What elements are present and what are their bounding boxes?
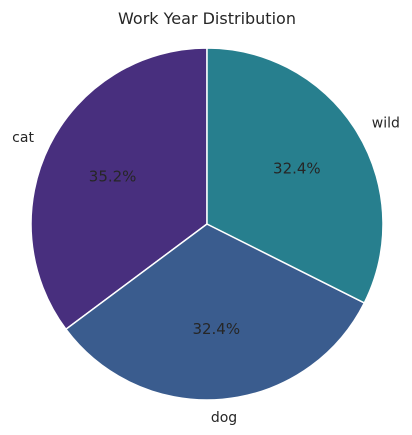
chart-title: Work Year Distribution [118,9,296,28]
slice-percent-cat: 35.2% [89,168,137,186]
pie-slice-dog [64,223,366,401]
pie-labels: cat 35.2% dog 32.4% wild 32.4% [12,115,400,426]
slice-percent-wild: 32.4% [273,160,321,178]
slice-label-cat: cat [12,130,34,146]
pie-slice-cat [30,47,208,331]
pie-slice-wild [206,47,384,304]
pie-slices [30,47,384,401]
slice-label-dog: dog [211,410,237,426]
slice-percent-dog: 32.4% [192,320,240,338]
slice-label-wild: wild [372,115,400,131]
